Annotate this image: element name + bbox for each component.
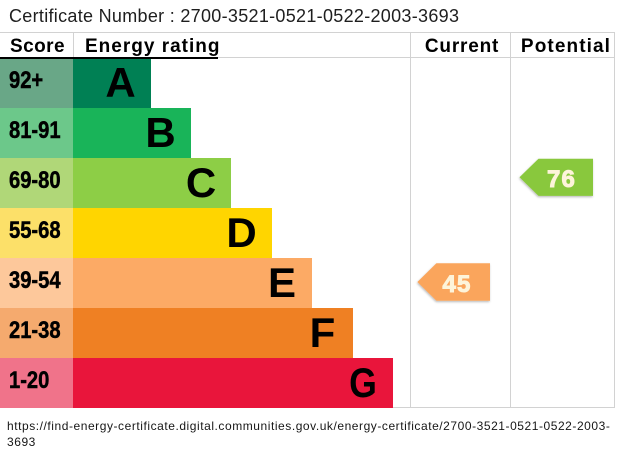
svg-text:45: 45	[442, 271, 471, 298]
svg-text:76: 76	[547, 166, 576, 193]
